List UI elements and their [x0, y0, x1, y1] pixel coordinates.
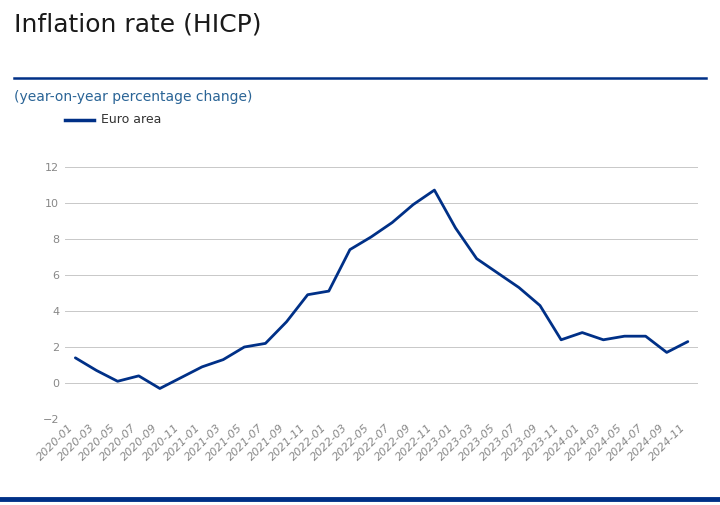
Text: (year-on-year percentage change): (year-on-year percentage change): [14, 90, 253, 104]
Text: Inflation rate (HICP): Inflation rate (HICP): [14, 13, 262, 37]
Text: Euro area: Euro area: [101, 113, 161, 126]
